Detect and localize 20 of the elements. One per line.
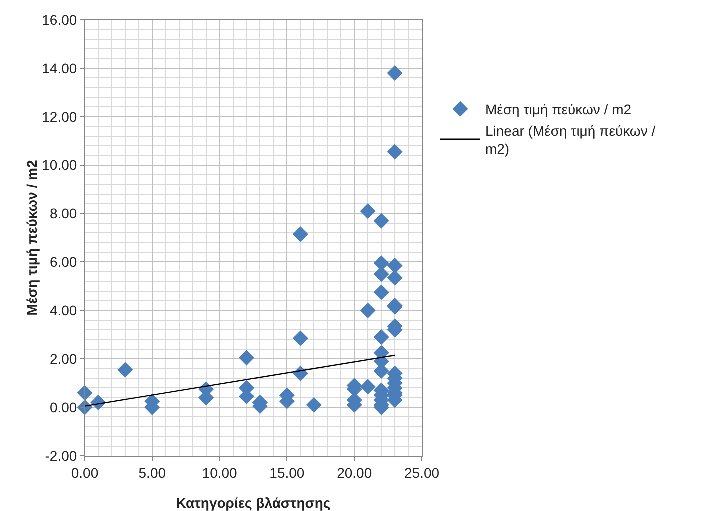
legend-label: Μέση τιμή πεύκων / m2: [485, 102, 632, 118]
x-tick-label: 15.00: [270, 464, 305, 481]
y-tick-label: -2.00: [45, 448, 78, 464]
x-tick-label: 5.00: [138, 464, 166, 481]
x-tick-label: 10.00: [202, 464, 238, 481]
y-tick-label: 2.00: [50, 351, 78, 368]
y-tick-label: 8.00: [50, 206, 78, 222]
legend-label: Linear (Μέση τιμή πεύκων / m2): [485, 122, 656, 157]
y-tick-label: 14.00: [42, 60, 78, 76]
y-tick-label: 16.00: [42, 12, 78, 28]
y-tick-label: 6.00: [50, 254, 78, 270]
y-axis-title: Μέση τιμή πεύκων / m2: [24, 160, 40, 316]
y-tick-label: 10.00: [42, 157, 78, 174]
x-tick-label: 0.00: [71, 464, 99, 481]
x-tick-label: 25.00: [404, 464, 440, 481]
x-tick-label: 20.00: [337, 464, 372, 481]
x-axis-title: Κατηγορίες βλάστησης: [176, 495, 331, 511]
y-tick-label: 0.00: [50, 399, 78, 416]
y-tick-label: 12.00: [42, 108, 78, 125]
y-tick-label: 4.00: [50, 302, 78, 319]
